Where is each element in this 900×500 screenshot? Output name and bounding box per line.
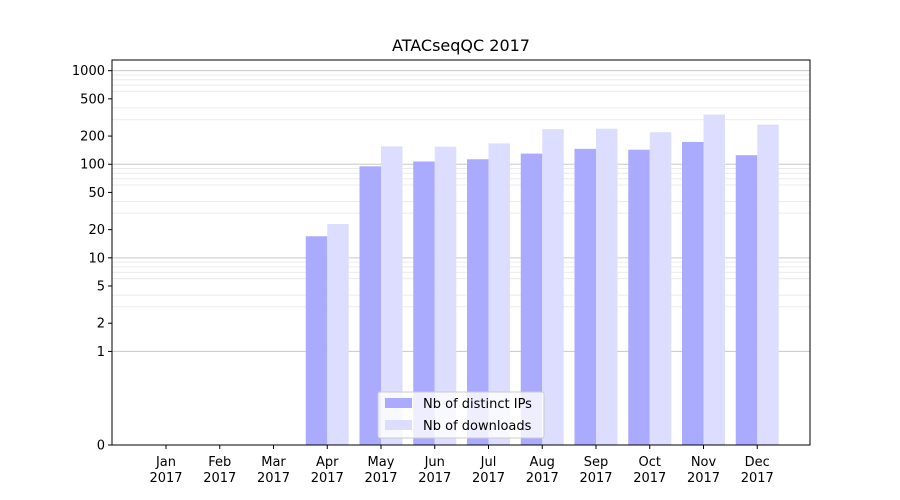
bar-distinct-ips-aug xyxy=(520,153,543,446)
x-tick-label: Oct 2017 xyxy=(633,455,666,486)
y-tick-label: 500 xyxy=(80,92,105,107)
bar-distinct-ips-may xyxy=(359,166,381,445)
x-axis: Jan 2017 Feb 2017 Mar 2017 Apr 2017 May 2017 Jun 20… xyxy=(149,445,774,486)
bar-downloads-aug xyxy=(542,129,564,446)
y-tick-label: 20 xyxy=(88,223,105,238)
y-tick-label: 1000 xyxy=(72,64,105,79)
bar-distinct-ips-jun xyxy=(413,161,435,445)
x-tick-label: Jun 2017 xyxy=(418,455,451,486)
chart-title: ATACseqQC 2017 xyxy=(392,36,530,55)
bar-downloads-apr xyxy=(327,223,349,445)
bar-distinct-ips-dec xyxy=(735,155,758,445)
x-tick-label: Jan 2017 xyxy=(149,455,182,486)
x-tick-label: Aug 2017 xyxy=(526,455,559,486)
bar-downloads-sep xyxy=(596,128,618,445)
bar-downloads-jun xyxy=(434,146,457,446)
bar-downloads-dec xyxy=(757,124,779,445)
x-tick-label: Sep 2017 xyxy=(579,455,612,486)
bar-downloads-nov xyxy=(703,114,725,445)
bar-downloads-oct xyxy=(649,132,672,445)
bars-layer xyxy=(305,114,779,446)
y-tick-label: 0 xyxy=(97,439,105,454)
x-tick-label: May 2017 xyxy=(364,455,397,486)
bar-downloads-jul xyxy=(488,143,510,446)
x-tick-label: Apr 2017 xyxy=(311,455,344,486)
bar-distinct-ips-nov xyxy=(682,141,704,445)
x-tick-label: Feb 2017 xyxy=(203,455,236,486)
bar-distinct-ips-apr xyxy=(305,236,328,445)
y-tick-label: 2 xyxy=(97,317,105,332)
x-tick-label: Mar 2017 xyxy=(257,455,290,486)
legend: Nb of distinct IPs Nb of downloads xyxy=(377,391,545,439)
plot-frame xyxy=(111,59,811,446)
y-axis: 0 1 2 5 10 20 50 100 200 500 1000 xyxy=(72,64,112,454)
x-tick-label: Jul 2017 xyxy=(472,455,505,486)
x-tick-label: Dec 2017 xyxy=(741,455,774,486)
x-tick-label: Nov 2017 xyxy=(687,455,720,486)
y-tick-label: 1 xyxy=(97,345,105,360)
bar-downloads-may xyxy=(381,146,403,446)
legend-frame xyxy=(377,391,545,439)
y-tick-label: 100 xyxy=(80,158,105,173)
bar-distinct-ips-jul xyxy=(467,159,489,446)
legend-swatch-distinct-ips xyxy=(385,398,412,408)
legend-swatch-downloads xyxy=(385,420,412,430)
y-tick-label: 200 xyxy=(80,130,105,145)
grid-layer xyxy=(112,70,810,352)
legend-label-downloads: Nb of downloads xyxy=(423,419,532,434)
legend-label-distinct-ips: Nb of distinct IPs xyxy=(423,397,532,412)
y-tick-label: 5 xyxy=(97,280,105,295)
bar-distinct-ips-oct xyxy=(628,149,650,445)
y-tick-label: 50 xyxy=(88,186,105,201)
bar-distinct-ips-sep xyxy=(574,148,596,445)
y-tick-label: 10 xyxy=(88,251,105,266)
